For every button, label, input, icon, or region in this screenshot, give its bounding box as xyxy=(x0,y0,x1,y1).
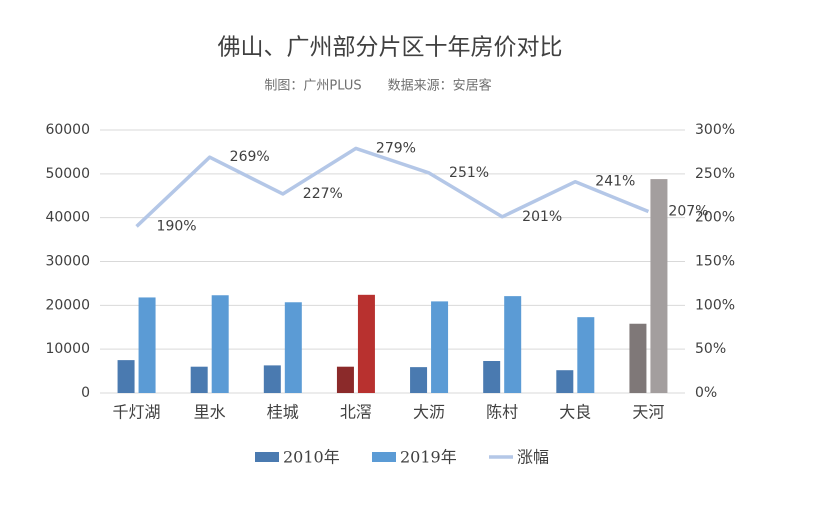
y-tick-label: 40000 xyxy=(45,210,90,226)
legend-label: 2010年 xyxy=(283,448,340,467)
bar xyxy=(284,302,302,393)
bar xyxy=(431,301,449,393)
x-tick-label: 北滘 xyxy=(340,403,372,422)
y2-tick-label: 100% xyxy=(695,297,735,313)
data-label: 207% xyxy=(668,204,708,220)
bar xyxy=(357,294,375,393)
x-tick-label: 桂城 xyxy=(267,403,299,422)
data-label: 241% xyxy=(595,174,635,190)
chart-subtitle: 制图：广州PLUS 数据来源：安居客 xyxy=(264,78,491,94)
y-tick-label: 20000 xyxy=(45,297,90,313)
y2-tick-label: 0% xyxy=(695,385,717,401)
bar xyxy=(483,361,501,393)
legend-swatch xyxy=(372,452,396,462)
bar xyxy=(336,366,354,393)
data-label: 279% xyxy=(376,140,416,156)
x-tick-label: 里水 xyxy=(194,403,226,422)
x-tick-label: 陈村 xyxy=(486,403,518,422)
bar xyxy=(629,323,647,393)
bar xyxy=(410,367,428,393)
x-tick-label: 千灯湖 xyxy=(113,403,161,422)
y-tick-label: 30000 xyxy=(45,254,90,270)
y2-tick-label: 150% xyxy=(695,254,735,270)
data-label: 269% xyxy=(230,149,270,165)
x-tick-label: 大良 xyxy=(559,403,591,422)
bar xyxy=(211,295,229,393)
bar xyxy=(650,179,668,393)
y2-tick-label: 250% xyxy=(695,166,735,182)
line xyxy=(135,146,650,228)
bar xyxy=(117,360,135,393)
bar xyxy=(577,317,595,393)
y-tick-label: 60000 xyxy=(45,122,90,138)
data-label: 201% xyxy=(522,209,562,225)
chart-title: 佛山、广州部分片区十年房价对比 xyxy=(218,35,563,61)
bar xyxy=(138,297,156,393)
bar xyxy=(556,370,574,393)
data-label: 190% xyxy=(157,218,197,234)
bar xyxy=(504,296,522,393)
data-label: 251% xyxy=(449,165,489,181)
bar xyxy=(190,366,208,393)
y2-tick-label: 300% xyxy=(695,122,735,138)
legend-swatch xyxy=(255,452,279,462)
x-tick-label: 天河 xyxy=(632,403,664,422)
data-label: 227% xyxy=(303,186,343,202)
bar xyxy=(263,365,281,393)
y2-tick-label: 50% xyxy=(695,341,726,357)
legend-label: 涨幅 xyxy=(517,448,549,467)
x-tick-label: 大沥 xyxy=(413,403,445,422)
y-tick-label: 10000 xyxy=(45,341,90,357)
y2-tick-label: 200% xyxy=(695,210,735,226)
legend-label: 2019年 xyxy=(400,448,457,467)
y-tick-label: 0 xyxy=(81,385,90,401)
y-tick-label: 50000 xyxy=(45,166,90,182)
